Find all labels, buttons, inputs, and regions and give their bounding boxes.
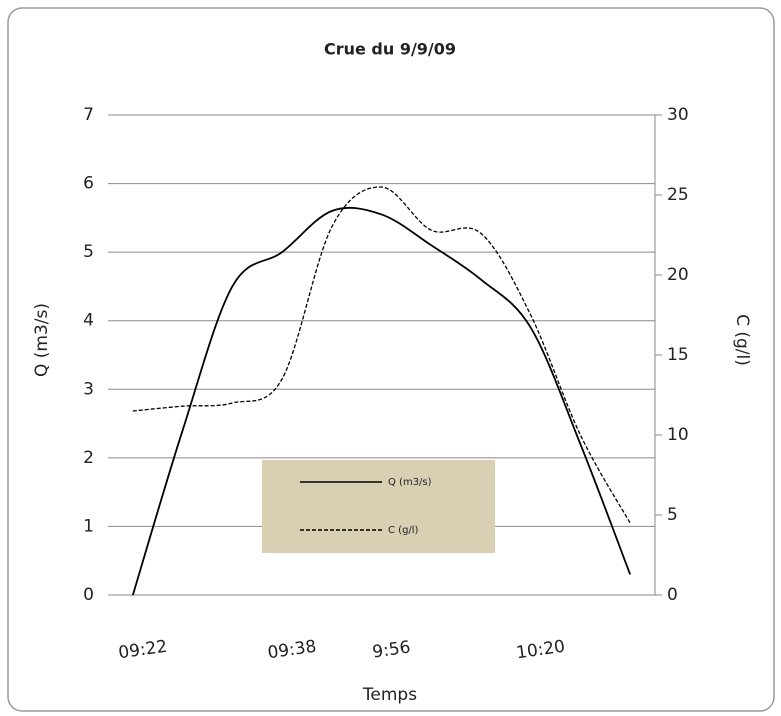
y2-axis-title: C (g/l) [732, 314, 752, 366]
y-tick-label: 4 [83, 311, 94, 331]
y2-tick-label: 0 [667, 585, 678, 605]
legend-text: Q (m3/s) [388, 477, 432, 488]
y-tick-label: 3 [83, 379, 94, 399]
y2-tick-label: 15 [667, 345, 689, 365]
y2-tick-label: 5 [667, 505, 678, 525]
legend-text: C (g/l) [388, 525, 419, 536]
y2-tick-label: 30 [667, 105, 689, 125]
y-tick-label: 7 [83, 105, 94, 125]
chart-border [7, 7, 775, 712]
series-line [132, 206, 631, 596]
y-tick-label: 0 [83, 585, 94, 605]
y-tick-label: 2 [83, 448, 94, 468]
y-tick-label: 5 [83, 242, 94, 262]
y-axis-title: Q (m3/s) [32, 303, 52, 377]
chart-title: Crue du 9/9/09 [324, 40, 456, 59]
x-axis-title: Temps [362, 685, 417, 705]
y2-tick-label: 10 [667, 425, 689, 445]
legend-box [262, 460, 495, 553]
y-tick-label: 6 [83, 174, 94, 194]
series-line [132, 186, 631, 524]
y2-tick-label: 25 [667, 185, 689, 205]
y2-tick-label: 20 [667, 265, 689, 285]
y-tick-label: 1 [83, 516, 94, 536]
